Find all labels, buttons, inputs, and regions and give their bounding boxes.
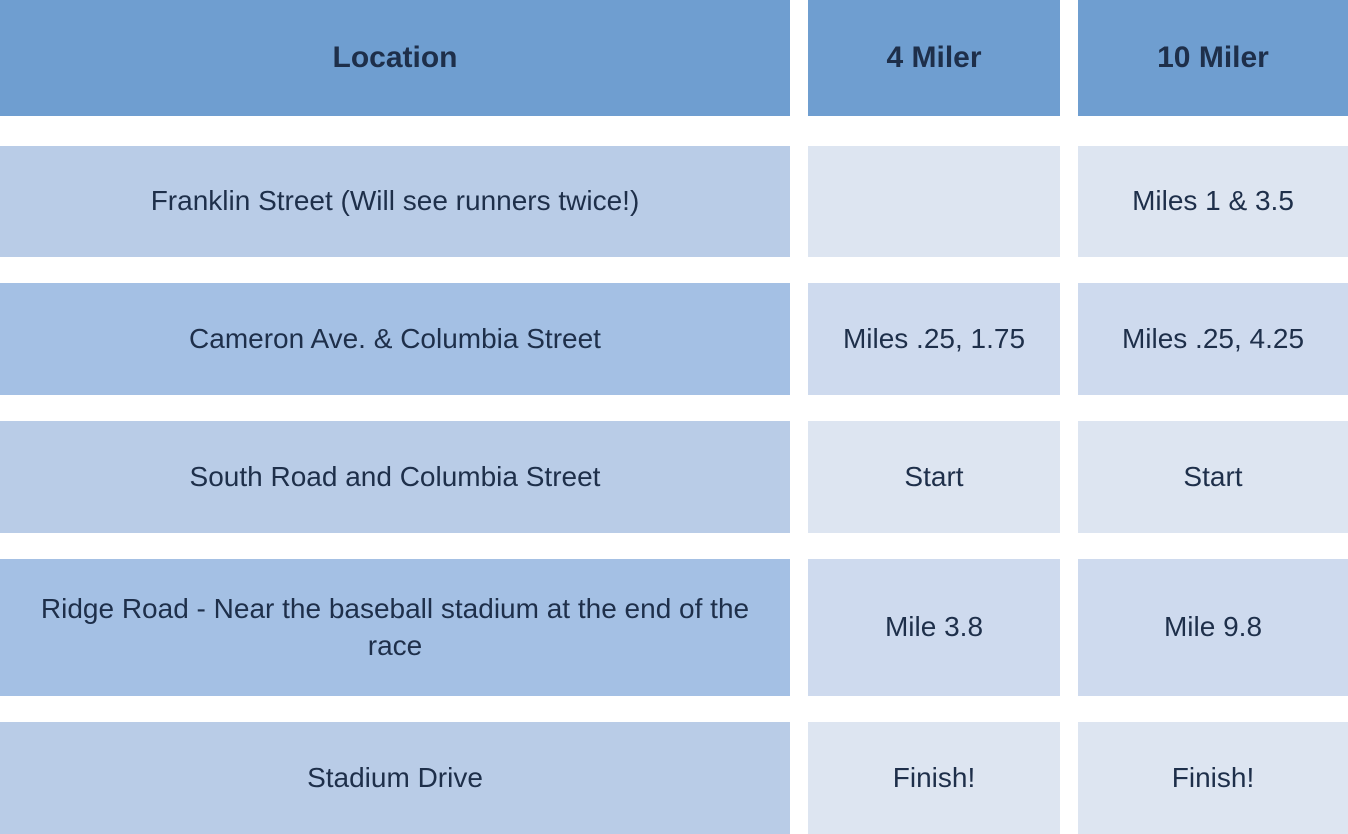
cell-4miler: Miles .25, 1.75 [808, 283, 1060, 395]
cell-location: Cameron Ave. & Columbia Street [0, 283, 790, 395]
table-row: Franklin Street (Will see runners twice!… [0, 146, 1348, 258]
race-locations-table: Location 4 Miler 10 Miler Franklin Stree… [0, 0, 1348, 834]
cell-location: Stadium Drive [0, 722, 790, 834]
header-10miler: 10 Miler [1078, 0, 1348, 116]
cell-4miler: Finish! [808, 722, 1060, 834]
table-row: Ridge Road - Near the baseball stadium a… [0, 559, 1348, 696]
cell-10miler: Start [1078, 421, 1348, 533]
cell-4miler [808, 146, 1060, 258]
cell-10miler: Miles .25, 4.25 [1078, 283, 1348, 395]
table-row: Stadium Drive Finish! Finish! [0, 722, 1348, 834]
table-header-row: Location 4 Miler 10 Miler [0, 0, 1348, 116]
header-4miler: 4 Miler [808, 0, 1060, 116]
table-row: Cameron Ave. & Columbia Street Miles .25… [0, 283, 1348, 395]
cell-location: Franklin Street (Will see runners twice!… [0, 146, 790, 258]
cell-4miler: Mile 3.8 [808, 559, 1060, 696]
cell-10miler: Mile 9.8 [1078, 559, 1348, 696]
header-location: Location [0, 0, 790, 116]
cell-location: South Road and Columbia Street [0, 421, 790, 533]
cell-4miler: Start [808, 421, 1060, 533]
table-row: South Road and Columbia Street Start Sta… [0, 421, 1348, 533]
cell-location: Ridge Road - Near the baseball stadium a… [0, 559, 790, 696]
cell-10miler: Finish! [1078, 722, 1348, 834]
cell-10miler: Miles 1 & 3.5 [1078, 146, 1348, 258]
